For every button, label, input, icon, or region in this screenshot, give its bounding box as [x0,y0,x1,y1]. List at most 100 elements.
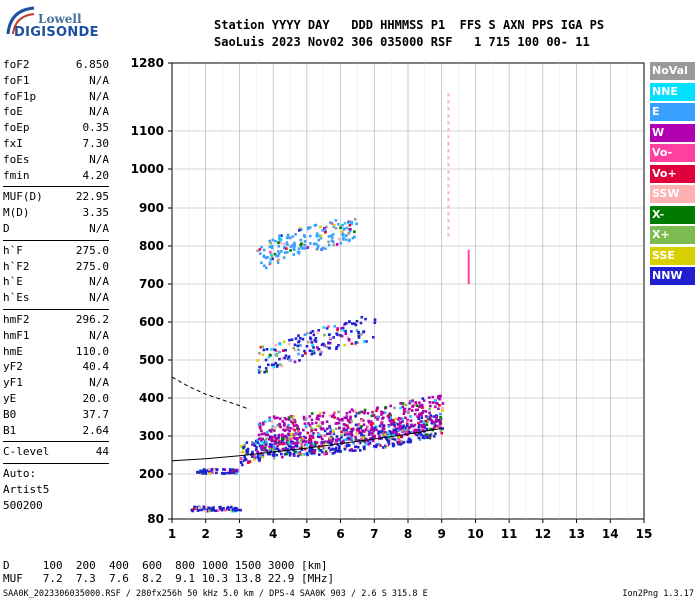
echo-point [418,423,421,427]
echo-point [263,432,266,435]
echo-point [287,418,291,421]
echo-point [264,443,268,446]
echo-point [354,342,357,346]
echo-point [355,428,359,432]
echo-point [337,222,340,226]
echo-point [258,351,261,355]
echo-point [382,424,385,427]
echo-point [361,419,365,422]
echo-point [345,321,348,325]
echo-point [234,472,238,475]
echo-point [371,422,374,425]
echo-point [357,429,361,433]
echo-point [414,408,418,412]
echo-point [290,432,293,436]
param-value: 0.35 [82,121,110,135]
echo-point [409,415,412,418]
echo-point [307,422,310,425]
echo-point [358,441,362,445]
echo-point [316,246,320,250]
x-tick-label: 13 [568,527,585,541]
echo-point [430,427,434,431]
echo-point [317,238,321,242]
legend-item-sse: SSE [650,246,695,265]
param-row: foF1p N/A [3,89,109,105]
echo-point [256,438,259,442]
echo-point [289,245,293,248]
echo-point [334,219,338,222]
echo-point [290,338,294,342]
echo-point [243,443,247,447]
echo-point [253,458,256,461]
param-value: 7.30 [82,136,110,150]
echo-point [345,412,349,415]
echo-point [406,424,409,428]
echo-point [280,437,284,440]
echo-point [308,434,312,438]
distance-line: D 100 200 400 600 800 1000 1500 3000 [km… [3,559,328,572]
echo-point [198,506,201,510]
echo-point [297,430,300,433]
y-tick-label: 1000 [131,162,164,176]
echo-point [420,413,423,417]
echo-point [291,442,294,445]
echo-point [364,428,368,431]
echo-point [293,433,297,437]
echo-point [354,414,357,418]
echo-point [388,412,391,416]
echo-point [305,443,309,447]
echo-point [233,506,237,510]
echo-point [304,424,308,428]
echo-point [402,412,406,416]
echo-point [343,433,347,437]
x-tick-label: 8 [404,527,412,541]
echo-point [386,431,390,434]
echo-point [211,471,214,474]
param-row: hmF2 296.2 [3,312,109,328]
echo-point [303,244,307,247]
echo-point [281,420,285,423]
echo-point [285,436,289,440]
echo-point [282,437,285,441]
echo-point [401,402,405,405]
echo-point [321,342,325,346]
echo-point [286,448,290,451]
echo-point [208,509,211,512]
echo-point [356,441,360,445]
echo-point [396,440,399,444]
echo-point [250,455,254,458]
echo-point [368,441,372,445]
echo-point [294,442,297,445]
echo-point [391,442,395,446]
echo-point [361,429,364,433]
echo-point [317,329,320,332]
y-tick-label: 80 [147,512,164,526]
echo-point [200,508,203,512]
param-value: N/A [89,221,109,235]
echo-point [283,426,287,430]
y-tick-label: 900 [139,201,164,215]
param-value: N/A [89,376,109,390]
echo-point [402,410,406,414]
echo-point [297,340,301,343]
echo-point [329,234,333,238]
echo-point [296,454,300,458]
echo-point [215,471,218,475]
echo-point [321,437,324,441]
echo-point [389,438,392,442]
echo-point [417,432,421,436]
echo-point [346,436,350,440]
echo-point [283,437,287,441]
legend-item-ssw: SSW [650,185,695,203]
echo-point [420,433,423,437]
echo-point [353,235,356,239]
echo-point [370,433,374,437]
echo-point [300,245,304,249]
logo-lowell: Lowell [38,12,82,26]
param-key: foE [3,105,23,119]
echo-point [348,220,352,224]
y-tick-label: 200 [139,467,164,481]
echo-point [339,241,343,245]
echo-point [280,250,283,253]
echo-point [360,333,363,336]
